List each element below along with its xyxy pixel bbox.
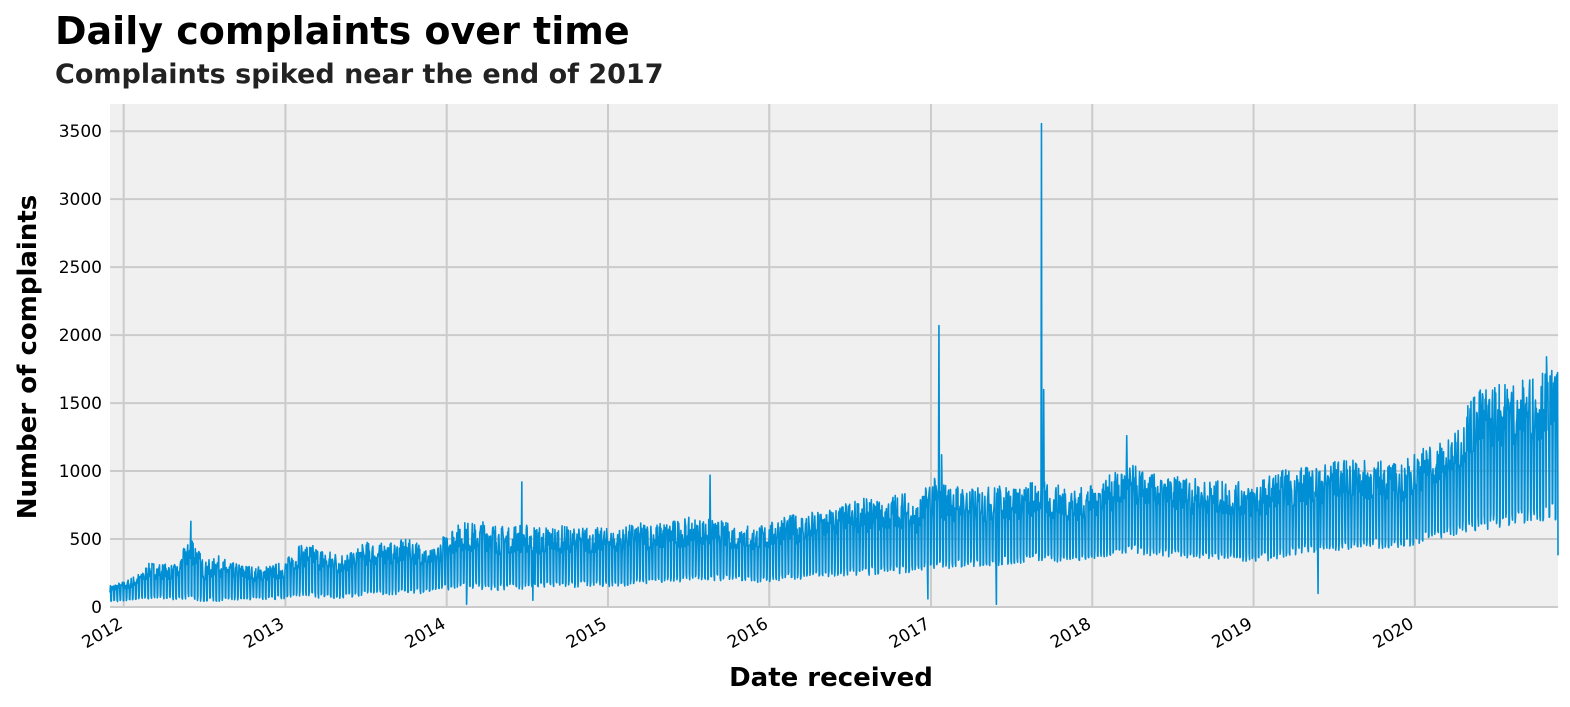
series-group [109, 122, 1559, 606]
y-tick-label: 500 [70, 530, 102, 550]
y-tick-label: 2500 [59, 258, 102, 278]
x-tick-label: 2013 [240, 614, 287, 653]
y-tick-label: 2000 [59, 326, 102, 346]
y-tick-label: 1000 [59, 462, 102, 482]
y-tick-label: 1500 [59, 394, 102, 414]
x-tick-label: 2016 [724, 614, 771, 653]
x-tick-label: 2017 [886, 614, 933, 653]
chart-title: Daily complaints over time [55, 9, 630, 53]
y-axis-title: Number of complaints [13, 195, 43, 519]
x-tick-label: 2015 [563, 614, 610, 653]
x-tick-label: 2014 [402, 614, 449, 653]
x-tick-label: 2012 [79, 614, 126, 653]
chart-subtitle: Complaints spiked near the end of 2017 [55, 59, 664, 90]
x-tick-label: 2020 [1370, 614, 1417, 653]
series-line-daily-complaints [109, 122, 1559, 606]
x-tick-label: 2018 [1047, 614, 1094, 653]
y-tick-label: 3000 [59, 190, 102, 210]
y-tick-labels: 0 500 1000 1500 2000 2500 3000 3500 [59, 122, 102, 618]
y-tick-label: 0 [91, 598, 102, 618]
x-tick-labels: 2012 2013 2014 2015 2016 2017 2018 2019 2020 [79, 614, 1418, 653]
y-tick-label: 3500 [59, 122, 102, 142]
x-axis-title: Date received [729, 663, 933, 693]
x-tick-label: 2019 [1209, 614, 1256, 653]
